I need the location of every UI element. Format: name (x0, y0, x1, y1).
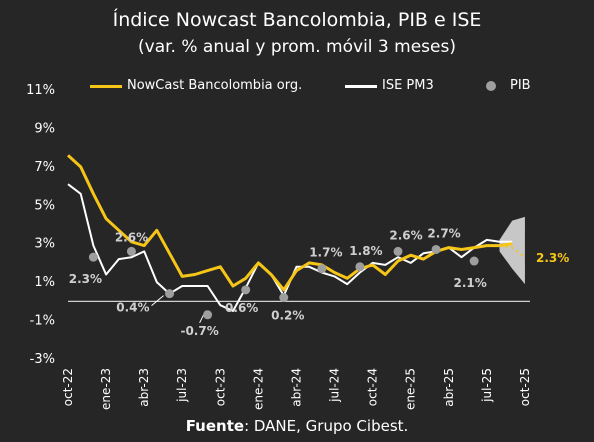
pib-point (203, 310, 213, 320)
pib-point (279, 293, 289, 303)
pib-point (88, 252, 98, 262)
source-label: Fuente (185, 417, 245, 435)
pib-point (317, 264, 327, 274)
pib-value-label: 0.6% (225, 301, 258, 315)
y-tick-label: 9% (34, 121, 55, 136)
chart-title: Índice Nowcast Bancolombia, PIB e ISE (112, 9, 482, 31)
y-tick-label: 1% (34, 275, 55, 290)
pib-point (355, 262, 365, 272)
legend-swatch-ise (345, 85, 377, 88)
x-tick-label: jul-24 (328, 368, 342, 403)
y-tick-label: 11% (26, 83, 55, 98)
x-tick-label: jul-25 (480, 368, 494, 403)
pib-value-label: 2.3% (69, 272, 102, 286)
x-tick-label: oct-25 (518, 368, 532, 406)
x-tick-label: ene-23 (99, 368, 113, 410)
pib-leader-line (151, 295, 164, 307)
legend-swatch-nowcast (90, 85, 122, 88)
pib-point (165, 289, 175, 299)
x-tick-label: abr-24 (289, 368, 303, 407)
x-tick-label: ene-25 (404, 368, 418, 410)
legend-label-ise: ISE PM3 (382, 78, 434, 93)
pib-value-label: 1.7% (309, 246, 342, 260)
pib-value-label: 2.1% (454, 276, 487, 290)
x-tick-label: oct-23 (213, 368, 227, 406)
y-tick-label: 3% (34, 237, 55, 252)
x-tick-label: abr-23 (137, 368, 151, 407)
pib-value-label: 2.7% (427, 226, 460, 240)
x-tick-label: ene-24 (251, 368, 265, 410)
legend-dot-pib (486, 81, 496, 91)
pib-point (241, 285, 251, 295)
pib-value-label: -0.7% (180, 324, 218, 338)
y-tick-label: -3% (30, 352, 55, 367)
forecast-value-label: 2.3% (536, 251, 569, 265)
pib-point (431, 244, 441, 254)
pib-point (393, 246, 403, 256)
source-note: Fuente: DANE, Grupo Cibest. (0, 417, 594, 435)
x-tick-label: oct-22 (61, 368, 75, 406)
pib-value-label: 2.6% (115, 230, 148, 244)
y-tick-label: 7% (34, 160, 55, 175)
y-tick-label: -1% (30, 314, 55, 329)
x-tick-label: abr-25 (442, 368, 456, 407)
x-tick-label: jul-23 (175, 368, 189, 403)
legend-label-pib: PIB (510, 78, 531, 93)
pib-value-label: 1.8% (349, 244, 382, 258)
y-tick-label: 5% (34, 198, 55, 213)
forecast-band (499, 216, 525, 285)
x-tick-label: oct-24 (366, 368, 380, 406)
pib-point (126, 246, 136, 256)
pib-value-label: 0.2% (271, 309, 304, 323)
nowcast-line (66, 154, 513, 292)
forecast-central-line (499, 244, 526, 258)
chart-subtitle: (var. % anual y prom. móvil 3 meses) (138, 37, 456, 57)
legend-label-nowcast: NowCast Bancolombia org. (127, 78, 303, 93)
legend: NowCast Bancolombia org. ISE PM3 PIB (0, 76, 594, 96)
pib-value-label: 2.6% (389, 228, 422, 242)
source-text: : DANE, Grupo Cibest. (244, 417, 409, 435)
pib-point (469, 256, 479, 266)
pib-value-label: 0.4% (116, 301, 149, 315)
